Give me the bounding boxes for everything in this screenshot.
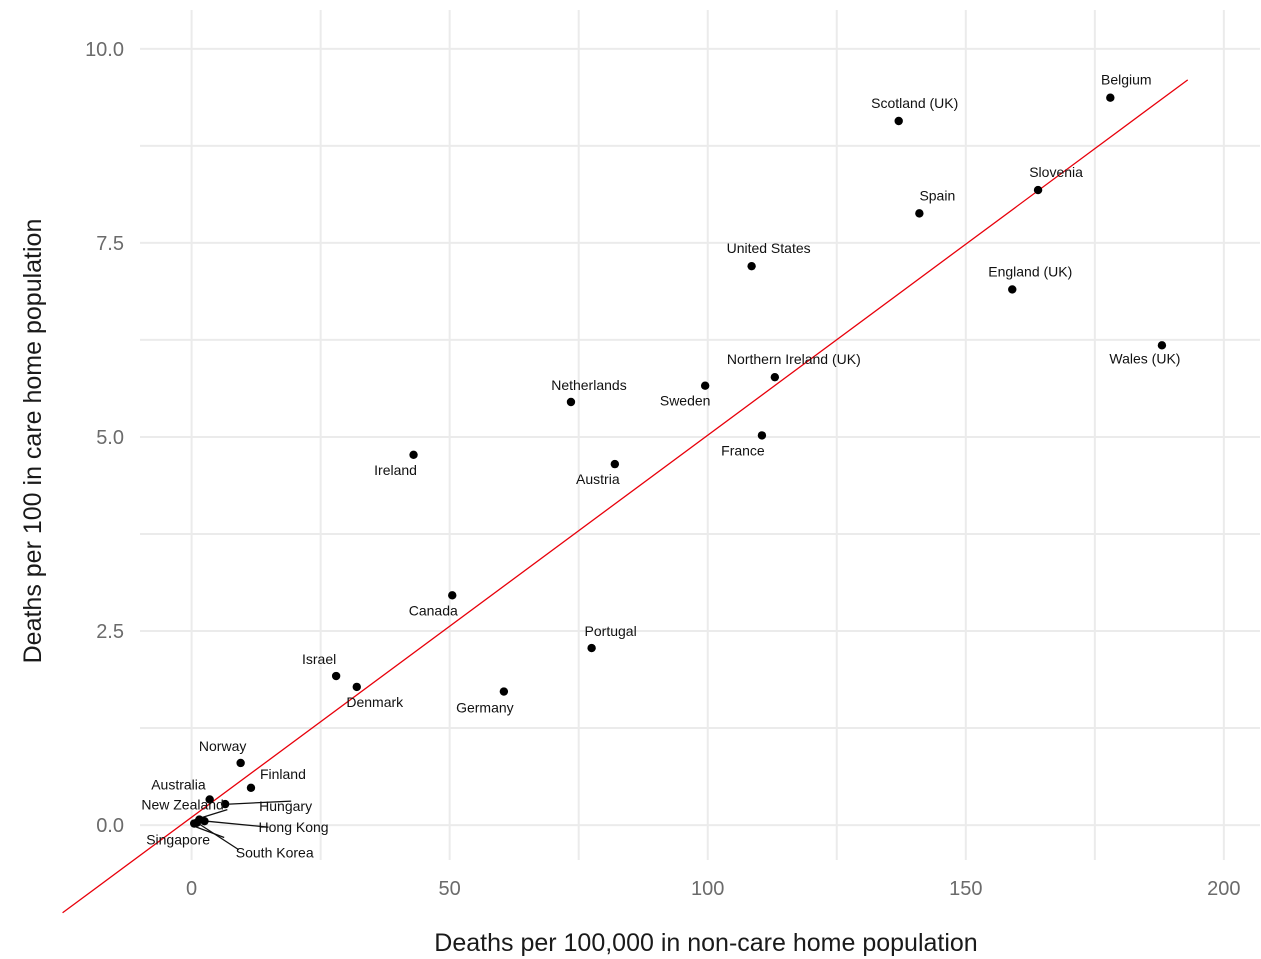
label-australia: Australia [151,776,206,792]
leader-new-zealand [198,809,228,820]
point-canada [448,591,457,600]
point-portugal [587,643,596,653]
point-scotland-uk [894,116,903,126]
leader-hungary [229,800,292,805]
label-northern-ireland-uk: Northern Ireland (UK) [727,351,861,367]
y-tick-label: 2.5 [96,621,124,643]
label-france: France [721,442,765,458]
label-hong-kong: Hong Kong [259,819,329,835]
label-netherlands: Netherlands [551,377,627,393]
x-axis-ticks: 0 50 100 150 200 [186,878,1241,900]
point-slovenia [1033,185,1043,195]
label-belgium: Belgium [1101,72,1152,88]
point-norway [236,758,245,768]
point-finland [246,783,256,793]
point-england-uk [1008,285,1017,294]
label-germany: Germany [456,700,514,716]
x-tick-label: 200 [1207,878,1240,900]
x-tick-label: 100 [691,878,724,900]
label-finland: Finland [260,766,306,782]
label-austria: Austria [576,471,620,487]
point-belgium [1106,93,1115,102]
label-hungary: Hungary [259,798,312,814]
label-new-zealand: New Zealand [141,797,224,813]
y-tick-label: 0.0 [96,815,124,837]
point-israel [331,671,341,681]
label-portugal: Portugal [585,623,637,639]
leader-hong-kong [206,820,269,828]
leader-singapore [191,824,225,839]
label-south-korea: South Korea [236,845,314,861]
point-netherlands [566,397,576,407]
point-denmark [352,682,361,692]
label-singapore: Singapore [146,832,210,848]
label-canada: Canada [409,602,458,618]
label-slovenia: Slovenia [1029,164,1083,180]
point-hong-kong [200,816,209,826]
point-germany [499,687,509,696]
point-france [757,431,767,440]
x-tick-label: 50 [439,878,461,900]
point-australia [205,795,214,804]
y-axis-ticks: 0.0 2.5 5.0 7.5 10.0 [85,39,124,837]
point-sweden [700,381,710,390]
point-labels: Belgium Scotland (UK) Slovenia Spain United … [141,72,1180,861]
point-ireland [409,450,418,459]
y-tick-label: 10.0 [85,39,124,61]
point-spain [915,209,924,218]
point-south-korea [192,818,201,827]
label-spain: Spain [919,187,955,203]
x-tick-label: 150 [949,878,982,900]
label-sweden: Sweden [660,393,711,409]
point-northern-ireland-uk [770,372,780,382]
data-points [189,93,1167,828]
label-ireland: Ireland [374,462,417,478]
point-wales-uk [1157,341,1167,350]
label-denmark: Denmark [346,694,404,710]
x-axis-title: Deaths per 100,000 in non-care home popu… [434,929,977,957]
label-norway: Norway [199,738,246,754]
leader-south-korea [198,823,240,851]
y-axis-title: Deaths per 100 in care home population [19,219,47,664]
y-tick-label: 5.0 [96,427,124,449]
point-united-states [747,261,756,271]
y-tick-label: 7.5 [96,233,124,255]
label-wales-uk: Wales (UK) [1109,350,1180,366]
label-england-uk: England (UK) [988,263,1072,279]
reference-line [62,79,1189,914]
point-austria [610,459,620,469]
grid-lines [140,10,1260,860]
label-scotland-uk: Scotland (UK) [871,95,958,111]
label-united-states: United States [727,240,811,256]
x-tick-label: 0 [186,878,197,900]
point-hungary [220,799,230,809]
label-israel: Israel [302,651,336,667]
label-leader-lines [191,800,292,851]
